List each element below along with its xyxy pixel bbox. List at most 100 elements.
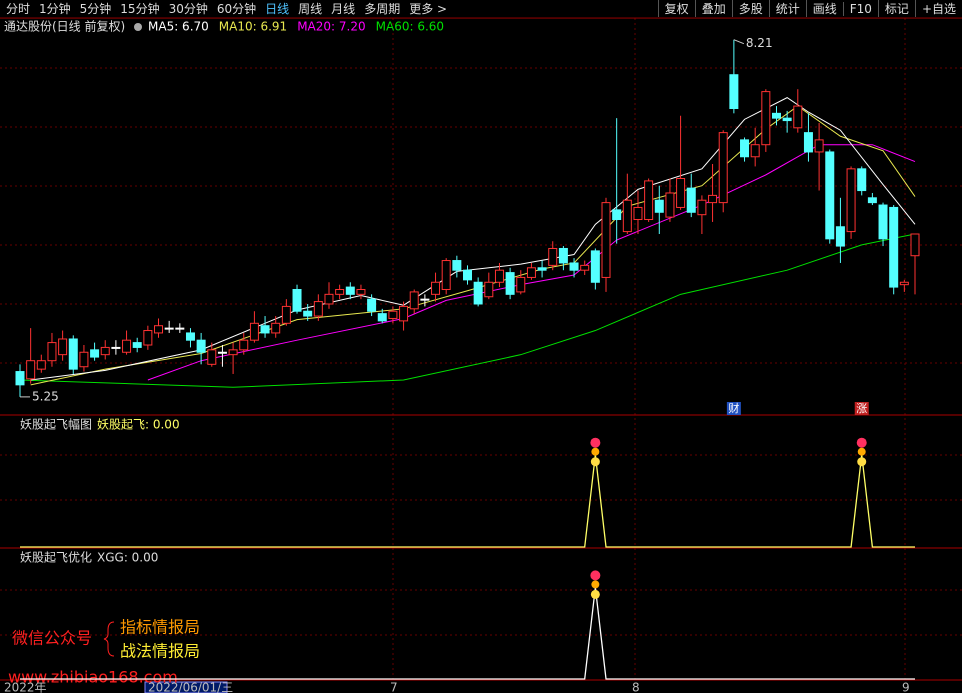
toolbar-tab[interactable]: 60分钟	[216, 2, 257, 16]
candle-body	[537, 267, 547, 271]
toolbar-button[interactable]: 叠加	[694, 0, 732, 17]
event-label: 涨	[856, 402, 867, 415]
candle-body	[367, 298, 377, 312]
toolbar-tab[interactable]: 月线	[331, 2, 356, 16]
candle-body	[228, 349, 238, 356]
candle-body	[740, 139, 750, 158]
signal-icon	[590, 457, 600, 467]
candle-body	[409, 291, 419, 310]
toolbar-button[interactable]: 统计	[768, 0, 806, 17]
candle-body	[420, 298, 430, 301]
toolbar-tab[interactable]: 日线	[265, 2, 290, 16]
x-label: 2022年	[4, 681, 47, 693]
brace	[103, 621, 115, 657]
candle-body	[548, 247, 558, 266]
candle-body	[729, 74, 739, 110]
candle-body	[505, 272, 515, 295]
toolbar-button[interactable]: 标记	[877, 0, 915, 17]
candle-body	[771, 112, 781, 119]
watermark-url: www.zhibiao168.com	[8, 668, 178, 687]
candle-body	[654, 199, 664, 213]
legend-icon	[134, 23, 142, 31]
candle-body	[26, 360, 36, 380]
toolbar-button[interactable]: 多股	[731, 0, 769, 17]
candle-body	[111, 346, 121, 349]
candle-body	[750, 144, 760, 158]
candle-body	[697, 199, 707, 216]
candle-body	[526, 267, 536, 278]
candle-body	[878, 204, 888, 240]
candle-body	[356, 289, 366, 295]
candle-body	[857, 168, 867, 192]
candle-body	[324, 293, 334, 305]
x-label: 9	[902, 681, 910, 693]
indicator-line	[20, 587, 915, 680]
toolbar-tab[interactable]: 15分钟	[120, 2, 160, 16]
candle-body	[463, 269, 472, 281]
toolbar-button[interactable]: F10	[842, 1, 878, 16]
candle-body	[303, 310, 313, 317]
candle-body	[377, 313, 387, 322]
main-title: 通达股份(日线 前复权)	[4, 19, 125, 34]
candle-body	[122, 339, 132, 353]
candle-body	[36, 360, 46, 370]
ma-line	[30, 97, 916, 381]
candle-body	[399, 305, 409, 322]
candle-body	[761, 91, 771, 146]
candle-body	[814, 139, 824, 153]
candle-body	[590, 250, 600, 283]
candle-body	[207, 349, 217, 365]
candle-body	[910, 233, 920, 257]
candle-body	[335, 289, 345, 295]
toolbar-tab[interactable]: 30分钟	[168, 2, 208, 16]
x-label: 7	[390, 681, 398, 693]
candle-body	[633, 206, 643, 221]
candle-body	[15, 371, 25, 386]
candle-body	[260, 325, 270, 334]
toolbar-tab[interactable]: 周线	[298, 2, 323, 16]
candle-body	[867, 197, 877, 204]
candle-body	[431, 281, 441, 295]
ma-line	[30, 105, 916, 386]
candle-body	[239, 339, 249, 351]
candle-body	[68, 338, 78, 370]
candle-body	[217, 351, 227, 354]
candle-body	[516, 276, 526, 293]
candle-body	[686, 187, 696, 213]
toolbar: 分时 1分钟 5分钟 15分钟 30分钟 60分钟 日线 周线 月线 多周期 更多 > 复权 叠加 多股统…	[0, 0, 962, 18]
candle-body	[676, 177, 686, 208]
event-marker	[726, 402, 741, 415]
watermark: 微信公众号	[12, 629, 92, 648]
candle-body	[292, 289, 302, 312]
toolbar-tab[interactable]: 多周期	[364, 2, 401, 16]
toolbar-tab[interactable]: 1分钟	[39, 2, 71, 16]
candle-body	[494, 269, 504, 283]
toolbar-tab[interactable]: 分时	[6, 2, 31, 16]
candle-body	[899, 281, 909, 286]
toolbar-button[interactable]: 画线	[805, 0, 843, 17]
signal-icon	[857, 457, 867, 467]
annotation-label: 5.25	[32, 389, 59, 403]
ma-legend: MA5: 6.70	[148, 20, 209, 34]
candle-body	[345, 286, 355, 295]
candle-body	[835, 226, 845, 247]
toolbar-tab[interactable]: 5分钟	[79, 2, 112, 16]
toolbar-tab[interactable]: 更多 >	[409, 2, 448, 16]
toolbar-button[interactable]: 复权	[657, 0, 695, 17]
candle-body	[708, 194, 718, 204]
candle-body	[473, 281, 483, 305]
indicator-line	[20, 454, 915, 548]
candle-body	[90, 349, 100, 358]
candle-body	[175, 327, 185, 330]
candle-body	[665, 192, 675, 218]
x-cursor-box	[144, 681, 228, 693]
candle-body	[644, 180, 654, 221]
candle-body	[79, 351, 89, 368]
candle-body	[825, 151, 835, 240]
toolbar-button[interactable]: +自选	[914, 0, 962, 17]
candle-body	[164, 327, 174, 330]
candle-body	[143, 330, 153, 346]
signal-icon	[591, 447, 600, 456]
watermark: 指标情报局	[120, 618, 200, 637]
